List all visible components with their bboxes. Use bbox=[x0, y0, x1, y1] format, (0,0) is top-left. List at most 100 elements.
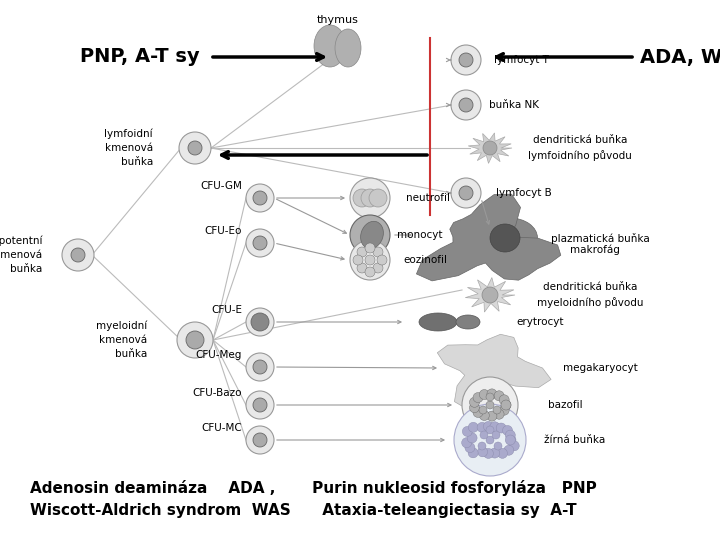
Circle shape bbox=[253, 398, 267, 412]
Ellipse shape bbox=[490, 224, 520, 252]
Text: myeloidní: myeloidní bbox=[96, 321, 147, 331]
Text: Adenosin deamináza    ADA ,       Purin nukleosid fosforyláza   PNP: Adenosin deamináza ADA , Purin nukleosid… bbox=[30, 480, 597, 496]
Circle shape bbox=[188, 141, 202, 155]
Circle shape bbox=[487, 411, 497, 421]
Text: buňka: buňka bbox=[121, 157, 153, 167]
Text: kmenová: kmenová bbox=[105, 143, 153, 153]
Circle shape bbox=[365, 255, 375, 265]
Circle shape bbox=[462, 427, 472, 436]
Text: buňka: buňka bbox=[10, 264, 42, 274]
Circle shape bbox=[499, 395, 509, 405]
Circle shape bbox=[480, 410, 490, 421]
Circle shape bbox=[483, 448, 493, 458]
Circle shape bbox=[179, 132, 211, 164]
Circle shape bbox=[494, 442, 502, 450]
Circle shape bbox=[246, 426, 274, 454]
Circle shape bbox=[478, 442, 486, 450]
Text: megakaryocyt: megakaryocyt bbox=[562, 363, 637, 373]
Text: myeloidního původu: myeloidního původu bbox=[536, 298, 643, 308]
Circle shape bbox=[506, 435, 516, 445]
Circle shape bbox=[469, 397, 480, 407]
Text: žírná buňka: žírná buňka bbox=[544, 435, 606, 445]
Circle shape bbox=[373, 263, 383, 273]
Circle shape bbox=[494, 409, 504, 419]
Circle shape bbox=[357, 263, 367, 273]
Circle shape bbox=[494, 391, 504, 401]
Text: buňka: buňka bbox=[114, 349, 147, 359]
Circle shape bbox=[71, 248, 85, 262]
Circle shape bbox=[451, 90, 481, 120]
Circle shape bbox=[246, 353, 274, 381]
Text: kmenová: kmenová bbox=[0, 250, 42, 260]
Polygon shape bbox=[465, 278, 515, 312]
Text: plazmatická buňka: plazmatická buňka bbox=[551, 233, 649, 244]
Text: CFU-Eo: CFU-Eo bbox=[204, 226, 242, 236]
Circle shape bbox=[468, 422, 478, 433]
Circle shape bbox=[253, 360, 267, 374]
Ellipse shape bbox=[314, 25, 346, 67]
Ellipse shape bbox=[419, 313, 457, 331]
Circle shape bbox=[486, 436, 494, 444]
Text: neutrofil: neutrofil bbox=[406, 193, 450, 203]
Circle shape bbox=[365, 267, 375, 277]
Text: lymfoidní: lymfoidní bbox=[104, 129, 153, 139]
Circle shape bbox=[462, 438, 472, 448]
Text: lymfoidního původu: lymfoidního původu bbox=[528, 151, 632, 161]
Circle shape bbox=[361, 189, 379, 207]
Circle shape bbox=[493, 406, 501, 414]
Text: bazofil: bazofil bbox=[548, 400, 582, 410]
Circle shape bbox=[505, 435, 516, 445]
Circle shape bbox=[479, 406, 487, 414]
Text: pluripotentní: pluripotentní bbox=[0, 236, 42, 246]
Circle shape bbox=[503, 426, 513, 435]
Circle shape bbox=[496, 423, 506, 433]
Circle shape bbox=[468, 448, 478, 458]
Circle shape bbox=[498, 448, 508, 458]
Text: CFU-GM: CFU-GM bbox=[200, 181, 242, 191]
Circle shape bbox=[350, 178, 390, 218]
Circle shape bbox=[473, 407, 483, 417]
Circle shape bbox=[253, 433, 267, 447]
Text: kmenová: kmenová bbox=[99, 335, 147, 345]
Circle shape bbox=[505, 430, 516, 440]
Text: eozinofil: eozinofil bbox=[403, 255, 447, 265]
Text: dendritická buňka: dendritická buňka bbox=[533, 135, 627, 145]
Circle shape bbox=[350, 240, 390, 280]
Text: CFU-E: CFU-E bbox=[211, 305, 242, 315]
Circle shape bbox=[483, 421, 493, 431]
Circle shape bbox=[490, 448, 500, 458]
Circle shape bbox=[459, 186, 473, 200]
Polygon shape bbox=[437, 334, 551, 409]
Circle shape bbox=[501, 400, 511, 410]
Circle shape bbox=[490, 422, 500, 432]
Polygon shape bbox=[468, 133, 512, 164]
Circle shape bbox=[365, 243, 375, 253]
Text: buňka NK: buňka NK bbox=[489, 100, 539, 110]
Circle shape bbox=[454, 404, 526, 476]
Circle shape bbox=[469, 403, 480, 413]
Text: CFU-Bazo: CFU-Bazo bbox=[192, 388, 242, 398]
Ellipse shape bbox=[361, 221, 383, 249]
Circle shape bbox=[373, 247, 383, 257]
Circle shape bbox=[62, 239, 94, 271]
Circle shape bbox=[451, 45, 481, 75]
Circle shape bbox=[369, 189, 387, 207]
Circle shape bbox=[482, 287, 498, 303]
Circle shape bbox=[353, 255, 363, 265]
Circle shape bbox=[357, 247, 367, 257]
Text: lymfocyt T: lymfocyt T bbox=[494, 55, 549, 65]
Circle shape bbox=[253, 191, 267, 205]
Polygon shape bbox=[416, 194, 561, 281]
Circle shape bbox=[492, 431, 500, 439]
Circle shape bbox=[353, 189, 371, 207]
Text: CFU-Meg: CFU-Meg bbox=[196, 350, 242, 360]
Circle shape bbox=[509, 441, 519, 451]
Circle shape bbox=[246, 391, 274, 419]
Circle shape bbox=[465, 443, 475, 453]
Text: dendritická buňka: dendritická buňka bbox=[543, 282, 637, 292]
Circle shape bbox=[246, 184, 274, 212]
Circle shape bbox=[462, 377, 518, 433]
Circle shape bbox=[251, 313, 269, 331]
Circle shape bbox=[486, 426, 494, 434]
Ellipse shape bbox=[456, 315, 480, 329]
